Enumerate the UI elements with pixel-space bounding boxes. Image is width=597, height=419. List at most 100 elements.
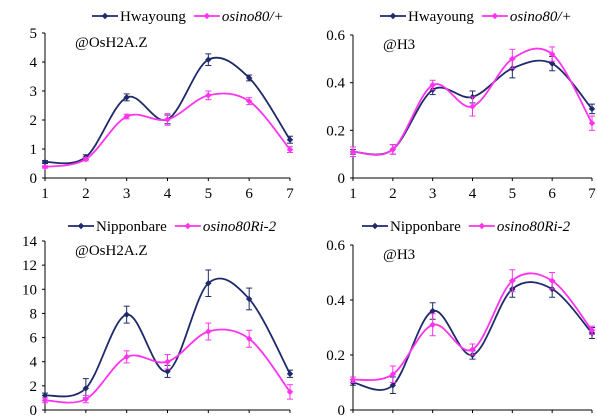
legend-label: Hwayoung <box>120 9 186 25</box>
series-2 <box>41 90 294 171</box>
data-point <box>548 50 556 58</box>
data-point <box>429 307 436 315</box>
legend-swatch-marker <box>491 12 499 20</box>
data-point <box>389 146 397 153</box>
data-point <box>588 119 596 127</box>
y-tick-label: 4 <box>30 355 38 371</box>
series-line <box>44 277 291 398</box>
y-tick-label: 0.4 <box>326 76 345 92</box>
y-tick-label: 2 <box>30 113 38 129</box>
data-point <box>286 136 294 143</box>
data-point <box>41 163 49 171</box>
legend-swatch-marker <box>389 12 397 20</box>
y-tick-label: 3 <box>30 84 38 100</box>
data-point <box>286 146 294 153</box>
panel-annotation: @OsH2A.Z <box>75 35 148 51</box>
data-point <box>205 280 212 287</box>
x-tick-label: 5 <box>205 186 213 202</box>
x-tick-label: 1 <box>349 186 357 202</box>
data-point <box>349 376 357 383</box>
data-point <box>41 158 49 166</box>
data-point <box>548 277 556 284</box>
panel-annotation: @H3 <box>383 247 415 263</box>
y-tick-label: 0 <box>338 171 346 187</box>
data-point <box>205 328 212 335</box>
y-tick-label: 0 <box>338 403 346 419</box>
y-tick-label: 5 <box>30 26 38 42</box>
legend-swatch-marker <box>184 222 192 230</box>
y-tick-label: 8 <box>30 306 38 322</box>
legend-swatch-marker <box>371 222 379 230</box>
y-tick-label: 2 <box>30 379 38 395</box>
data-point <box>123 113 130 120</box>
series-2 <box>41 322 294 404</box>
legend-swatch-marker <box>203 12 211 20</box>
data-point <box>429 321 436 328</box>
y-tick-label: 0 <box>30 403 38 419</box>
x-tick-label: 6 <box>548 186 556 202</box>
y-tick-label: 0.6 <box>326 28 345 44</box>
legend-label: osino80/+ <box>222 9 284 25</box>
data-point <box>588 327 596 334</box>
data-point <box>548 60 556 67</box>
y-tick-label: 6 <box>30 331 38 347</box>
data-point <box>205 56 212 63</box>
panel-annotation: @H3 <box>383 37 415 53</box>
series-line <box>44 92 291 168</box>
data-point <box>41 392 49 399</box>
data-point <box>245 97 253 105</box>
series-2 <box>349 46 596 158</box>
series-line <box>352 281 593 391</box>
data-point <box>164 368 171 375</box>
data-point <box>286 388 294 396</box>
y-tick-label: 0.6 <box>326 238 345 254</box>
x-tick-label: 3 <box>429 186 437 202</box>
series-1 <box>41 53 294 166</box>
x-tick-label: 1 <box>41 186 49 202</box>
chart-panel-3: 024681012141234567@OsH2A.ZNipponbareosin… <box>22 219 294 419</box>
data-point <box>123 353 130 361</box>
data-point <box>164 358 171 365</box>
data-point <box>245 74 253 82</box>
data-point <box>245 335 253 342</box>
data-point <box>82 385 90 392</box>
data-point <box>349 148 357 155</box>
data-point <box>245 295 253 303</box>
data-point <box>164 116 171 123</box>
data-point <box>509 277 516 284</box>
series-line <box>352 272 593 381</box>
y-tick-label: 10 <box>22 282 37 298</box>
y-tick-label: 4 <box>30 55 38 71</box>
chart-panel-2: 0 0.2 0.4 0.6 1 2 3 4 5 6 7 @H3 Hwayoung osino80/+ <box>326 9 596 202</box>
y-tick-label: 0.2 <box>326 123 345 139</box>
y-tick-label: 14 <box>22 234 38 250</box>
data-point <box>389 382 397 389</box>
legend-label: osino80/+ <box>510 9 572 25</box>
legend-label: osino80Ri-2 <box>497 219 571 235</box>
legend-label: Nipponbare <box>96 219 167 235</box>
chart-panel-4: 00.20.40.61234567@H3Nipponbareosino80Ri-… <box>326 219 596 419</box>
series-1 <box>41 269 294 399</box>
data-point <box>82 395 90 403</box>
data-point <box>286 370 294 377</box>
x-tick-label: 2 <box>82 186 90 202</box>
legend: Hwayoung osino80/+ <box>380 9 572 25</box>
series-line <box>44 56 291 165</box>
data-point <box>123 311 130 318</box>
data-point <box>82 155 90 163</box>
series-2 <box>349 269 596 383</box>
legend-swatch-marker <box>101 12 109 20</box>
data-point <box>389 371 397 378</box>
legend-swatch-marker <box>77 222 85 230</box>
x-tick-label: 6 <box>245 186 253 202</box>
x-tick-label: 4 <box>164 186 172 202</box>
data-point <box>469 346 476 353</box>
y-tick-label: 0.2 <box>326 348 345 364</box>
data-point <box>588 105 596 113</box>
x-tick-label: 5 <box>509 186 517 202</box>
legend-swatch-marker <box>478 222 486 230</box>
data-point <box>429 81 436 89</box>
x-tick-label: 3 <box>123 186 131 202</box>
